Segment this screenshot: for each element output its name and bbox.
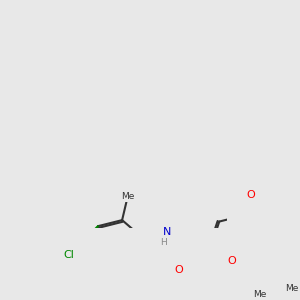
Text: H: H <box>160 238 167 247</box>
Text: N: N <box>163 227 171 237</box>
Text: Me: Me <box>121 193 134 202</box>
Text: Cl: Cl <box>63 250 74 260</box>
Text: Me: Me <box>285 284 298 293</box>
Text: O: O <box>174 265 183 275</box>
Text: O: O <box>247 190 255 200</box>
Text: O: O <box>227 256 236 266</box>
Text: Me: Me <box>253 290 266 299</box>
